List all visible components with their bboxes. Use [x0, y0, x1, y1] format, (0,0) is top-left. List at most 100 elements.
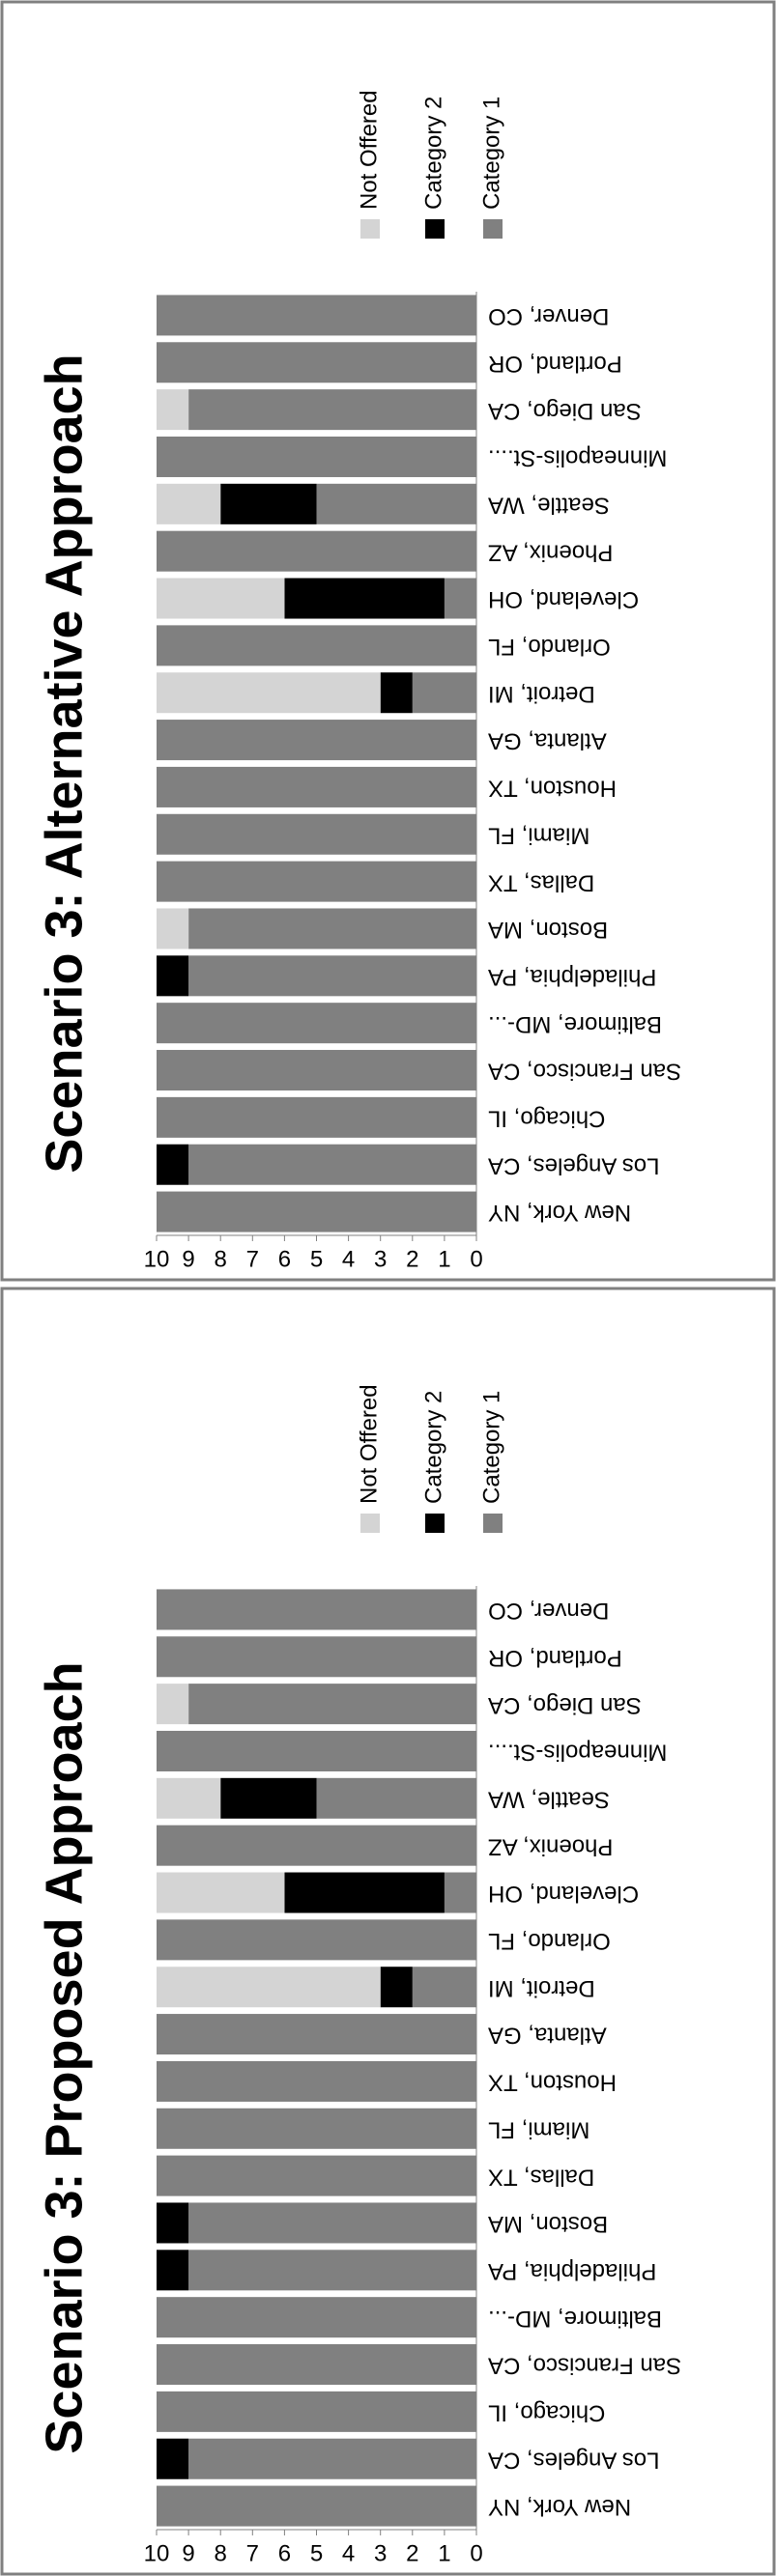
legend-label: Not Offered	[356, 1384, 382, 1504]
chart-title: Scenario 3: Alternative Approach	[35, 354, 93, 1173]
bar-segment	[412, 1967, 476, 2008]
x-tick-label: Philadelphia, PA	[488, 964, 656, 990]
legend-swatch	[425, 1514, 445, 1533]
x-tick-label: Philadelphia, PA	[488, 2258, 656, 2284]
bar-segment	[157, 1919, 476, 1961]
bar-segment	[157, 2438, 189, 2479]
bar-segment	[412, 672, 476, 714]
x-tick-label: Detroit, MI	[488, 1975, 595, 2001]
bar-segment	[157, 908, 189, 949]
bar-segment	[157, 955, 189, 997]
x-tick-label: Orlando, FL	[488, 1928, 611, 1954]
x-tick-label: New York, NY	[488, 2494, 631, 2520]
bar-segment	[157, 1003, 476, 1044]
x-tick-label: Cleveland, OH	[488, 586, 639, 612]
bar-segment	[157, 578, 285, 619]
x-tick-label: Seattle, WA	[488, 492, 610, 518]
bar-segment	[188, 2250, 476, 2291]
bar-segment	[157, 1777, 221, 1819]
bar-segment	[157, 2202, 189, 2244]
bar-segment	[284, 578, 445, 619]
x-tick-label: Houston, TX	[488, 776, 617, 802]
x-tick-label: Baltimore, MD-...	[488, 1011, 662, 1037]
bar-segment	[444, 578, 476, 619]
legend-swatch	[360, 219, 380, 239]
bar-segment	[157, 1684, 189, 1725]
x-tick-label: San Diego, CA	[488, 398, 642, 424]
y-tick-label: 9	[182, 1246, 194, 1272]
legend-swatch	[483, 1514, 503, 1533]
bar-segment	[157, 2391, 476, 2432]
y-tick-label: 5	[310, 1246, 323, 1272]
y-tick-label: 7	[246, 2540, 259, 2566]
x-tick-label: Miami, FL	[488, 822, 589, 848]
y-tick-label: 2	[406, 1246, 418, 1272]
y-tick-label: 9	[182, 2540, 194, 2566]
bar-segment	[188, 1684, 476, 1725]
x-tick-label: Boston, MA	[488, 917, 608, 943]
y-tick-label: 0	[470, 2540, 482, 2566]
x-tick-label: Cleveland, OH	[488, 1881, 639, 1907]
bar-segment	[157, 1589, 476, 1630]
legend-label: Category 2	[420, 1391, 446, 1504]
x-tick-label: New York, NY	[488, 1200, 631, 1226]
legend-swatch	[425, 219, 445, 239]
y-tick-label: 10	[144, 2540, 170, 2566]
y-tick-label: 8	[215, 2540, 227, 2566]
bar-segment	[220, 483, 317, 524]
panel: Scenario 3: Proposed Approach 01234567891…	[0, 1287, 776, 2576]
x-tick-label: Phoenix, AZ	[488, 539, 613, 565]
bar-segment	[220, 1777, 317, 1819]
bar-segment	[188, 908, 476, 949]
x-tick-label: Phoenix, AZ	[488, 1833, 613, 1859]
bar-segment	[157, 766, 476, 807]
bar-segment	[157, 1636, 476, 1678]
x-tick-label: Minneapolis-St....	[488, 445, 667, 471]
bar-segment	[316, 1777, 476, 1819]
chart-title: Scenario 3: Proposed Approach	[35, 1661, 93, 2453]
bar-segment	[188, 1144, 476, 1185]
x-tick-label: Denver, CO	[488, 303, 609, 329]
bar-segment	[157, 295, 476, 336]
y-tick-label: 2	[406, 2540, 418, 2566]
bar-segment	[157, 1967, 381, 2008]
legend-label: Category 2	[420, 97, 446, 210]
bar-segment	[188, 2438, 476, 2479]
panel: Scenario 3: Alternative Approach 01234567…	[0, 0, 776, 1282]
x-tick-label: Atlanta, GA	[488, 728, 607, 754]
bar-segment	[157, 672, 381, 714]
y-tick-label: 7	[246, 1246, 259, 1272]
bar-segment	[157, 1825, 476, 1866]
bar-segment	[316, 483, 476, 524]
x-tick-label: Detroit, MI	[488, 681, 595, 707]
x-tick-label: Miami, FL	[488, 2116, 589, 2142]
x-tick-label: Dallas, TX	[488, 869, 594, 895]
x-tick-label: Boston, MA	[488, 2211, 608, 2237]
x-tick-label: Portland, OR	[488, 351, 622, 377]
x-tick-label: San Francisco, CA	[488, 1059, 681, 1085]
legend-label: Category 1	[478, 97, 504, 210]
y-tick-label: 6	[278, 1246, 291, 1272]
bar-segment	[157, 2344, 476, 2386]
legend-label: Category 1	[478, 1391, 504, 1504]
y-tick-label: 1	[438, 2540, 450, 2566]
bar-segment	[157, 2014, 476, 2055]
x-tick-label: Houston, TX	[488, 2070, 617, 2096]
x-tick-label: Baltimore, MD-...	[488, 2306, 662, 2332]
y-tick-label: 8	[215, 1246, 227, 1272]
y-tick-label: 3	[374, 2540, 387, 2566]
bar-segment	[157, 1191, 476, 1232]
bar-segment	[157, 2155, 476, 2196]
legend-label: Not Offered	[356, 90, 382, 210]
y-tick-label: 3	[374, 1246, 387, 1272]
y-tick-label: 6	[278, 2540, 291, 2566]
bar-segment	[157, 813, 476, 855]
y-tick-label: 4	[342, 1246, 355, 1272]
x-tick-label: San Diego, CA	[488, 1692, 642, 1718]
bar-segment	[157, 1872, 285, 1913]
x-tick-label: Chicago, IL	[488, 1106, 605, 1132]
y-tick-label: 5	[310, 2540, 323, 2566]
bar-segment	[157, 530, 476, 572]
x-tick-label: Portland, OR	[488, 1645, 622, 1671]
